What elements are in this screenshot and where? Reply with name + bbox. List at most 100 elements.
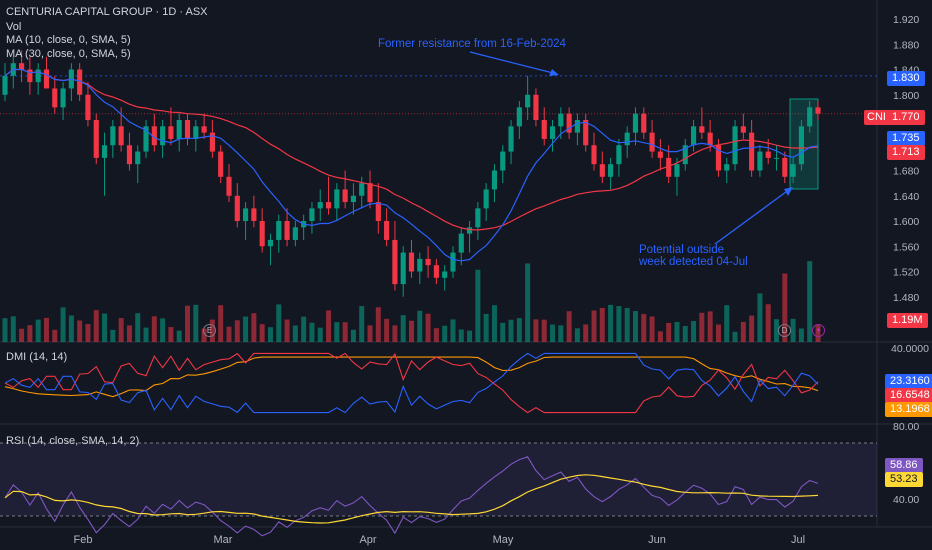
volume-bar	[774, 319, 780, 342]
candle-body	[591, 145, 597, 165]
volume-bar	[790, 318, 796, 342]
outside-week-annotation-line1[interactable]: Potential outside	[639, 244, 725, 256]
candle-body	[807, 107, 813, 127]
price-axis-tick: 1.600	[893, 216, 919, 228]
volume-bar	[533, 319, 539, 342]
candle-body	[815, 107, 821, 114]
time-axis-tick: Jul	[791, 534, 805, 546]
volume-bar	[657, 331, 663, 342]
volume-bar	[309, 322, 315, 342]
candle-body	[201, 126, 207, 133]
time-axis-tick: Mar	[214, 534, 233, 546]
volume-bar	[102, 313, 108, 342]
adx-tag: 13.1968	[885, 402, 932, 417]
candle-body	[442, 271, 448, 278]
candle-body	[408, 252, 415, 272]
volume-bar	[43, 317, 49, 342]
volume-bar	[500, 322, 506, 342]
volume-bar	[19, 328, 25, 342]
candle-body	[110, 126, 116, 146]
volume-bar	[392, 325, 398, 342]
volume-bar	[126, 325, 132, 342]
candle-body	[682, 145, 688, 165]
volume-bar	[425, 313, 431, 342]
candle-body	[417, 258, 423, 272]
rsi-tag: 58.86	[885, 458, 923, 473]
ma-slow-price-tag: 1.713	[887, 145, 925, 160]
candle-body	[616, 145, 622, 165]
volume-bar	[367, 325, 373, 342]
dmi-axis-max: 40.0000	[891, 343, 929, 355]
outside-week-annotation-line2[interactable]: week detected 04-Jul	[639, 256, 748, 268]
rsi-ma-tag: 53.23	[885, 472, 923, 487]
volume-bar	[168, 327, 174, 342]
volume-bar	[259, 324, 265, 342]
last-price-tag: 1.770	[887, 110, 925, 125]
volume-bar	[77, 320, 83, 342]
volume-bar	[185, 305, 191, 342]
volume-bar	[765, 304, 771, 342]
volume-bar	[566, 311, 572, 342]
volume-bar	[475, 269, 481, 342]
candle-body	[690, 126, 697, 146]
volume-bar	[317, 327, 323, 342]
volume-bar	[433, 328, 439, 342]
candle-body	[765, 151, 771, 158]
volume-bar	[740, 321, 746, 342]
volume-bar	[251, 313, 257, 342]
chart-title: CENTURIA CAPITAL GROUP · 1D · ASX	[6, 6, 208, 18]
candle-body	[749, 132, 755, 171]
rsi-lower-band-label: 40.00	[893, 494, 920, 506]
volume-bar	[599, 307, 605, 342]
candle-body	[483, 189, 489, 209]
volume-bar	[798, 328, 804, 342]
minus-di-tag: 16.6548	[885, 388, 932, 403]
resistance-annotation[interactable]: Former resistance from 16-Feb-2024	[378, 38, 566, 50]
volume-bar	[508, 319, 514, 342]
candle-body	[790, 164, 796, 177]
candle-body	[226, 176, 232, 196]
dividend-icon[interactable]: D	[778, 324, 791, 337]
flash-icon[interactable]: ⚡	[812, 324, 825, 337]
candle-body	[384, 221, 390, 240]
candle-body	[118, 126, 124, 146]
volume-bar	[342, 322, 348, 342]
candle-body	[466, 227, 473, 234]
candle-body	[309, 208, 315, 221]
dmi-title: DMI (14, 14)	[6, 351, 68, 363]
volume-bar	[649, 316, 655, 342]
volume-bar	[35, 319, 41, 342]
volume-bar	[409, 320, 414, 342]
volume-bar	[691, 320, 697, 342]
candle-body	[475, 208, 481, 228]
volume-bar	[674, 321, 680, 342]
candle-body	[19, 63, 25, 70]
candle-body	[516, 107, 522, 127]
earnings-icon[interactable]: E	[203, 324, 216, 337]
time-axis-tick: Feb	[74, 534, 93, 546]
volume-bar	[483, 313, 489, 342]
adx-line	[4, 356, 819, 398]
candle-body	[317, 202, 323, 209]
candle-body	[657, 151, 663, 158]
candle-body	[27, 69, 33, 83]
candle-body	[209, 132, 215, 152]
volume-bar	[616, 306, 622, 342]
resistance-arrow-line	[469, 51, 558, 75]
candle-body	[43, 69, 50, 89]
plus-di-line	[4, 352, 819, 414]
candle-body	[359, 183, 365, 196]
candle-body	[375, 202, 381, 221]
volume-bar	[732, 331, 738, 342]
volume-bar	[624, 307, 630, 342]
candle-body	[508, 126, 514, 152]
candle-body	[649, 132, 655, 152]
volume-bar	[450, 319, 456, 342]
candle-body	[168, 126, 174, 139]
candle-body	[533, 94, 539, 120]
volume-bar	[608, 304, 614, 342]
volume-bar	[558, 325, 564, 342]
volume-bar	[301, 316, 307, 342]
ma-slow-label: MA (30, close, 0, SMA, 5)	[6, 48, 131, 60]
